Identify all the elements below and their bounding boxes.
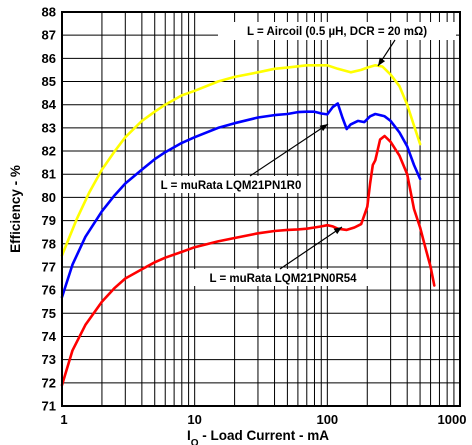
x-tick-label: 100 — [316, 412, 338, 427]
x-axis-title: IO - Load Current - mA — [187, 428, 329, 445]
y-tick-label: 84 — [42, 97, 57, 112]
annotation-label-1: L = Aircoil (0.5 µH, DCR = 20 mΩ) — [247, 26, 427, 38]
series-line-3 — [60, 134, 436, 387]
y-tick-label: 72 — [42, 375, 56, 390]
y-tick-label: 86 — [42, 51, 56, 66]
y-tick-label: 82 — [42, 144, 56, 159]
x-axis-title-rest: - Load Current - mA — [199, 428, 330, 443]
annotation-leader-3 — [279, 226, 343, 270]
annotation-label-3: L = muRata LQM21PN0R54 — [209, 273, 357, 285]
y-tick-label: 85 — [42, 74, 56, 89]
x-axis-title-main: I — [187, 428, 191, 443]
annotation-label-2: L = muRata LQM21PN1R0 — [161, 180, 302, 192]
y-tick-label: 79 — [42, 213, 56, 228]
y-tick-label: 83 — [42, 120, 56, 135]
annotation-box-1 — [218, 22, 456, 40]
x-axis-title-sub: O — [191, 438, 199, 445]
annotation-box-3 — [194, 269, 372, 286]
annotation-arrowhead-3 — [333, 227, 342, 235]
annotation-arrowhead-1 — [378, 57, 386, 66]
x-tick-label: 10 — [187, 412, 201, 427]
y-tick-label: 74 — [42, 329, 57, 344]
x-tick-labels: 1 10 100 1000 — [60, 412, 466, 427]
grid — [61, 11, 460, 407]
y-tick-label: 71 — [42, 399, 56, 414]
y-tick-labels: 71 72 73 74 75 76 77 78 79 80 81 82 83 84 85 86 87 88 — [42, 5, 57, 414]
x-tick-label: 1000 — [438, 412, 467, 427]
y-tick-label: 81 — [42, 167, 56, 182]
y-tick-label: 80 — [42, 190, 56, 205]
y-tick-label: 73 — [42, 352, 56, 367]
series-lines — [60, 64, 436, 387]
y-tick-label: 76 — [42, 283, 56, 298]
annotation-box-2 — [156, 176, 306, 193]
y-tick-label: 87 — [42, 28, 56, 43]
y-tick-label: 77 — [42, 259, 56, 274]
y-tick-label: 78 — [42, 236, 56, 251]
y-tick-label: 75 — [42, 306, 56, 321]
annotation-leader-2 — [249, 123, 329, 177]
annotation-arrowhead-2 — [319, 124, 328, 132]
y-axis-title: Efficiency - % — [8, 165, 23, 253]
annotations: L = Aircoil (0.5 µH, DCR = 20 mΩ) L = muR… — [156, 22, 456, 286]
plot-frame — [61, 11, 461, 407]
x-tick-label: 1 — [60, 412, 67, 427]
series-line-2 — [60, 102, 422, 299]
y-tick-label: 88 — [42, 5, 56, 20]
series-line-1 — [60, 64, 422, 257]
